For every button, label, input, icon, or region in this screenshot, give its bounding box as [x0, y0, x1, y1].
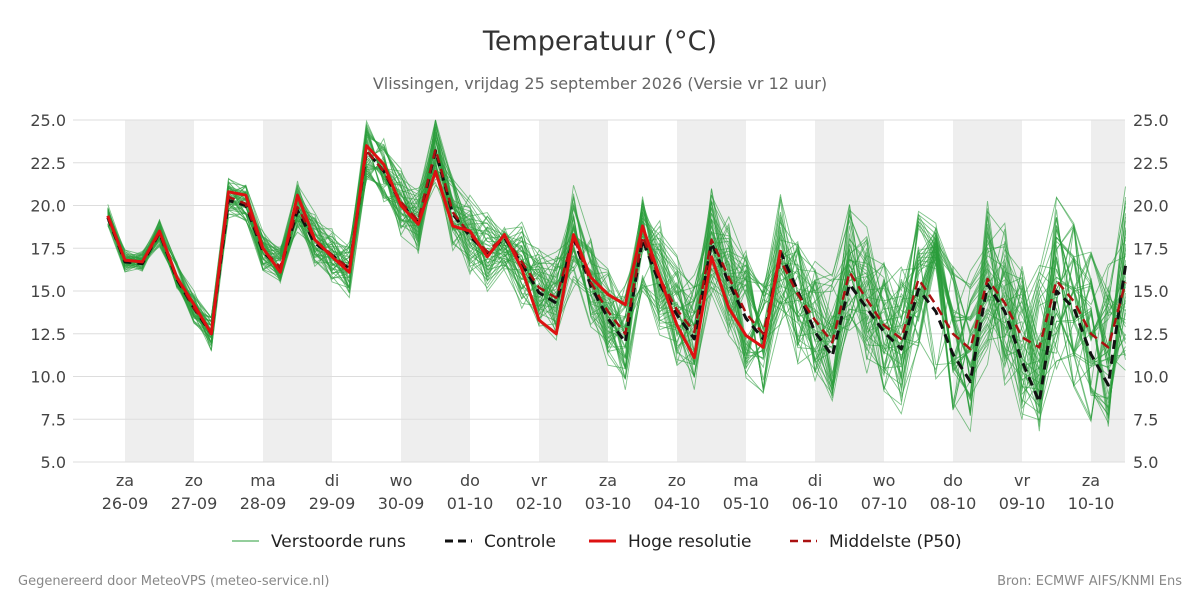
y-tick-label: 10.0: [1133, 368, 1169, 387]
y-tick-label: 25.0: [1133, 111, 1169, 130]
legend: Verstoorde runs Controle Hoge resolutie Mid…: [232, 532, 962, 552]
y-axis-left: 5.0 7.5 10.0 12.5 15.0 17.5 20.0 22.5 25.0: [30, 111, 66, 472]
y-axis-right: 5.0 7.5 10.0 12.5 15.0 17.5 20.0 22.5 25.0: [1133, 111, 1169, 472]
y-tick-label: 12.5: [30, 325, 66, 344]
chart-title: Temperatuur (°C): [482, 26, 717, 57]
x-tick-day: za: [599, 471, 617, 490]
y-tick-label: 12.5: [1133, 325, 1169, 344]
ensemble-run-line: [107, 130, 1126, 386]
x-tick-day: do: [460, 471, 480, 490]
y-tick-label: 20.0: [30, 197, 66, 216]
y-tick-label: 5.0: [41, 453, 66, 472]
ensemble-run-line: [107, 128, 1126, 414]
ensemble-run-line: [107, 131, 1126, 427]
y-tick-label: 5.0: [1133, 453, 1158, 472]
y-tick-label: 15.0: [30, 282, 66, 301]
x-tick-date: 28-09: [240, 494, 287, 513]
ensemble-run-line: [107, 126, 1126, 421]
x-tick-date: 05-10: [723, 494, 770, 513]
x-tick-day: di: [325, 471, 340, 490]
y-tick-label: 17.5: [30, 239, 66, 258]
main-series: [106, 144, 1127, 404]
legend-label: Verstoorde runs: [271, 532, 406, 552]
x-tick-day: za: [116, 471, 134, 490]
x-tick-date: 10-10: [1068, 494, 1115, 513]
x-tick-date: 08-10: [930, 494, 977, 513]
x-tick-day: zo: [668, 471, 686, 490]
ensemble-run-line: [107, 133, 1126, 378]
x-tick-day: wo: [873, 471, 896, 490]
legend-label: Middelste (P50): [829, 532, 962, 552]
y-tick-label: 25.0: [30, 111, 66, 130]
x-tick-day: zo: [185, 471, 203, 490]
y-tick-label: 22.5: [1133, 154, 1169, 173]
x-tick-date: 03-10: [585, 494, 632, 513]
x-tick-day: vr: [1014, 471, 1030, 490]
x-tick-date: 09-10: [999, 494, 1046, 513]
legend-label: Controle: [484, 532, 556, 552]
y-tick-label: 7.5: [41, 410, 66, 429]
footer-source: Bron: ECMWF AIFS/KNMI Ens: [997, 574, 1182, 589]
x-tick-day: di: [808, 471, 823, 490]
chart-subtitle: Vlissingen, vrijdag 25 september 2026 (V…: [373, 74, 827, 93]
median-line: [106, 147, 1127, 351]
x-tick-day: ma: [733, 471, 758, 490]
x-tick-day: wo: [390, 471, 413, 490]
y-tick-label: 22.5: [30, 154, 66, 173]
y-tick-label: 10.0: [30, 368, 66, 387]
x-tick-date: 01-10: [447, 494, 494, 513]
legend-label: Hoge resolutie: [628, 532, 752, 552]
x-axis: za 26-09 zo 27-09 ma 28-09 di 29-09 wo 30-09 do 01-…: [102, 471, 1115, 513]
x-tick-date: 07-10: [861, 494, 908, 513]
x-tick-day: ma: [250, 471, 275, 490]
ensemble-run-line: [107, 133, 1126, 388]
x-tick-date: 06-10: [792, 494, 839, 513]
x-tick-date: 02-10: [516, 494, 563, 513]
y-tick-label: 7.5: [1133, 410, 1158, 429]
y-tick-label: 17.5: [1133, 239, 1169, 258]
y-tick-label: 15.0: [1133, 282, 1169, 301]
x-tick-day: do: [943, 471, 963, 490]
footer-credit: Gegenereerd door MeteoVPS (meteo-service…: [18, 574, 329, 589]
x-tick-date: 30-09: [378, 494, 425, 513]
x-tick-day: vr: [531, 471, 547, 490]
x-tick-day: za: [1082, 471, 1100, 490]
hires-line: [106, 144, 782, 360]
x-tick-date: 27-09: [171, 494, 218, 513]
x-tick-date: 26-09: [102, 494, 149, 513]
y-tick-label: 20.0: [1133, 197, 1169, 216]
x-tick-date: 04-10: [654, 494, 701, 513]
x-tick-date: 29-09: [309, 494, 356, 513]
